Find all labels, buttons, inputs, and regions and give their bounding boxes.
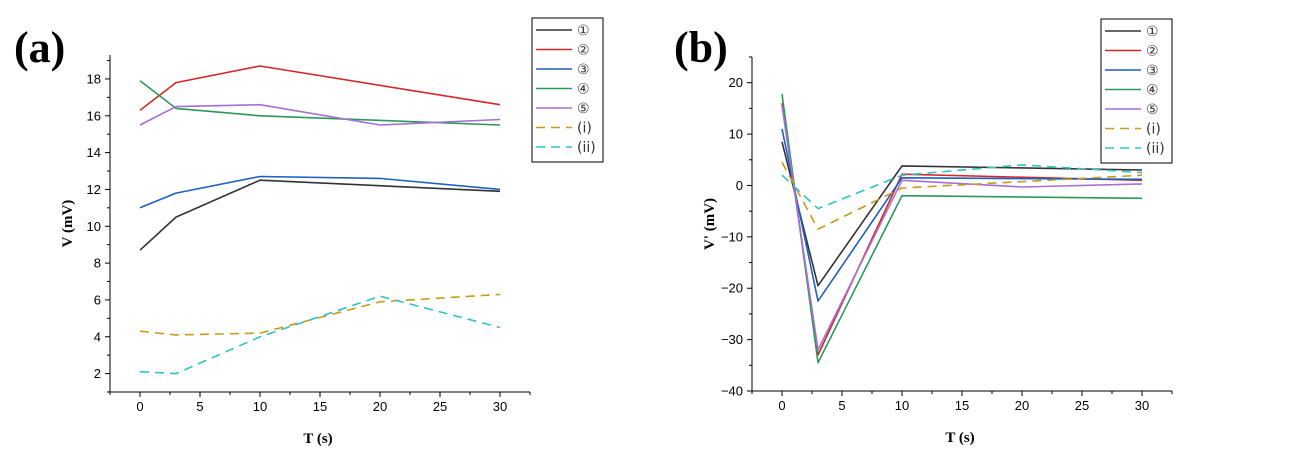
legend-label: ④	[1146, 83, 1159, 99]
y-tick-label: 2	[94, 366, 101, 381]
legend-box	[531, 17, 604, 163]
legend-label: ③	[577, 62, 590, 78]
legend-label: ③	[1146, 63, 1159, 79]
x-tick-label: 15	[955, 398, 969, 413]
x-tick-label: 0	[136, 399, 143, 414]
series-line-③	[781, 128, 1143, 302]
x-tick-label: 30	[493, 399, 507, 414]
legend-label: (i)	[1146, 122, 1161, 138]
legend-label: (ii)	[1146, 141, 1165, 157]
y-tick-label: 10	[729, 127, 743, 142]
y-tick-label: 14	[87, 145, 101, 160]
legend-label: ①	[577, 23, 590, 39]
series-line-(i)	[139, 293, 501, 336]
chart-a: 0 5 10 15 20 25 30 2 4 6 8 10 12 14 16 18 T (s) V (mV) ① ② ③…	[60, 17, 604, 447]
y-tick-label: 6	[94, 292, 101, 307]
legend-box	[1100, 18, 1173, 164]
y-tick-label: 10	[87, 219, 101, 234]
legend-label: ④	[577, 82, 590, 98]
x-axis-title: T (s)	[303, 431, 332, 447]
y-axis-title: V' (mV)	[702, 198, 718, 250]
series-line-(ii)	[139, 295, 501, 375]
x-tick-label: 30	[1135, 398, 1149, 413]
x-tick-label: 25	[433, 399, 447, 414]
legend-label: ⑤	[577, 101, 590, 117]
y-tick-label: 16	[87, 108, 101, 123]
series-line-③	[139, 175, 501, 209]
y-tick-label: 4	[94, 329, 101, 344]
y-tick-label: 12	[87, 182, 101, 197]
panel-label-a: (a)	[14, 23, 65, 72]
x-tick-label: 20	[1015, 398, 1029, 413]
x-axis-title: T (s)	[945, 430, 974, 446]
series-line-①	[139, 179, 501, 251]
chart-b: 0 5 10 15 20 25 30 −40 −30 −20 −10 0 10 20 T (s) V' (mV…	[702, 18, 1173, 446]
series-line-④	[139, 80, 501, 126]
legend-label: (i)	[577, 121, 592, 137]
series-line-(i)	[781, 161, 1143, 230]
y-tick-label: −40	[721, 384, 743, 399]
y-tick-label: 0	[736, 178, 743, 193]
x-tick-label: 5	[196, 399, 203, 414]
series-line-⑤	[781, 105, 1143, 351]
x-tick-label: 0	[778, 398, 785, 413]
y-tick-label: 8	[94, 256, 101, 271]
series-line-②	[781, 103, 1143, 356]
series-line-①	[781, 141, 1143, 287]
legend-label: ②	[577, 43, 590, 59]
series-line-(ii)	[781, 164, 1143, 210]
series-line-⑤	[139, 103, 501, 126]
legend-label: (ii)	[577, 140, 596, 156]
y-axis-title: V (mV)	[60, 200, 76, 248]
x-tick-label: 20	[373, 399, 387, 414]
x-tick-label: 10	[895, 398, 909, 413]
y-tick-label: −30	[721, 332, 743, 347]
series-line-④	[781, 93, 1143, 364]
x-tick-label: 5	[838, 398, 845, 413]
x-tick-label: 25	[1075, 398, 1089, 413]
y-tick-label: −10	[721, 229, 743, 244]
x-tick-label: 10	[253, 399, 267, 414]
legend-label: ⑤	[1146, 102, 1159, 118]
y-tick-label: 18	[87, 71, 101, 86]
legend-label: ①	[1146, 24, 1159, 40]
x-tick-label: 15	[313, 399, 327, 414]
legend-label: ②	[1146, 44, 1159, 60]
panel-label-b: (b)	[674, 23, 728, 72]
y-tick-label: −20	[721, 281, 743, 296]
y-tick-label: 20	[729, 75, 743, 90]
series-line-②	[139, 65, 501, 111]
